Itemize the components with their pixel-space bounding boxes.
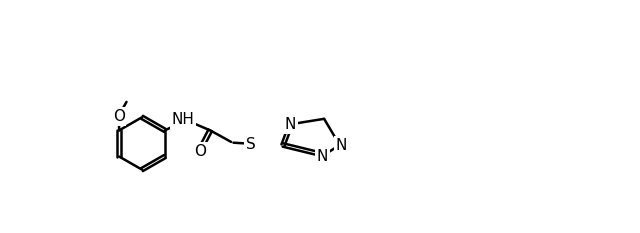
Text: N: N [285,117,296,132]
Text: N: N [335,137,347,153]
Text: O: O [113,109,125,124]
Text: N: N [284,117,296,133]
Text: N: N [317,149,328,164]
Text: O: O [194,144,206,159]
Text: NH: NH [172,112,195,127]
Text: S: S [317,151,328,166]
Text: S: S [246,137,255,152]
